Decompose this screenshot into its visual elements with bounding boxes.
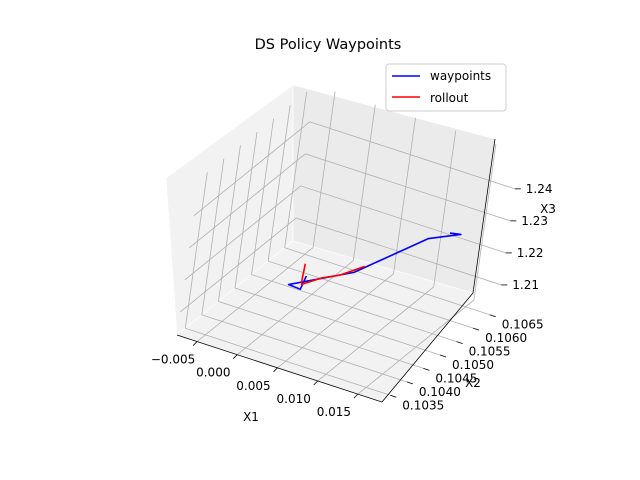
tick-x1 [192, 341, 198, 346]
y-axis-line [381, 292, 474, 403]
grid-line-x3 [189, 153, 511, 249]
grid-line-x2 [201, 158, 407, 383]
tick-label-x1: 0.015 [317, 405, 351, 419]
grid-line-x2 [251, 118, 457, 342]
tick-label-x2: 0.1040 [419, 385, 461, 399]
series-line-rollout [300, 263, 366, 286]
grid-line-x1 [196, 91, 336, 342]
grid-line-x2 [217, 145, 424, 369]
pane-faces [165, 84, 496, 403]
legend: waypoints rollout [385, 63, 507, 112]
tick-x1 [233, 354, 238, 359]
tick-x2 [439, 354, 447, 358]
legend-label-rollout: rollout [430, 91, 469, 105]
grid-lines [180, 91, 515, 396]
tick-label-x3: 1.23 [521, 214, 548, 228]
tick-label-x3: 1.24 [526, 182, 553, 196]
grid-line-x2 [267, 105, 474, 329]
grid-line-x3 [180, 217, 502, 313]
tick-label-x1: 0.000 [196, 366, 230, 380]
grid-line-x3 [193, 121, 515, 217]
grid-line-x1 [237, 104, 376, 356]
tick-x2 [456, 341, 463, 344]
grid-line-x2 [184, 172, 391, 396]
tick-label-x2: 0.1035 [402, 398, 444, 412]
tick-label-x2: 0.1050 [452, 358, 494, 372]
x-axis-line [176, 334, 383, 403]
grid-line-x1 [317, 130, 457, 382]
tick-x2 [423, 368, 430, 371]
axis-lines [176, 138, 496, 403]
y-axis-label: X2 [465, 376, 481, 390]
tick-x2 [473, 327, 480, 331]
tick-marks [192, 188, 521, 399]
tick-x2 [489, 314, 496, 318]
grid-line-x1 [357, 144, 497, 395]
grid-line-x2 [284, 91, 490, 316]
grid-line-x2 [234, 131, 441, 356]
tick-label-x3: 1.21 [512, 278, 539, 292]
tick-label-x2: 0.1065 [502, 318, 544, 332]
chart-title: DS Policy Waypoints [255, 37, 402, 53]
tick-x1 [313, 380, 318, 386]
tick-label-x1: −0.005 [151, 353, 195, 367]
tick-x2 [390, 394, 397, 398]
grid-line-x1 [277, 117, 416, 369]
tick-x1 [353, 393, 359, 399]
tick-label-x3: 1.22 [517, 246, 544, 260]
grid-line-x3 [184, 185, 506, 281]
tick-label-x1: 0.005 [236, 379, 270, 393]
tick-x2 [406, 381, 413, 385]
series-layer [287, 232, 462, 290]
tick-label-x2: 0.1055 [469, 345, 511, 359]
tick-label-x1: 0.010 [277, 392, 311, 406]
tick-label-x2: 0.1060 [485, 331, 527, 345]
z-axis-label: X3 [540, 202, 556, 216]
series-line-waypoints [287, 232, 462, 290]
tick-x1 [273, 367, 278, 373]
tick-label-x2: 0.1045 [435, 371, 477, 385]
z-axis-line [472, 138, 496, 294]
legend-label-waypoints: waypoints [430, 69, 491, 83]
x-axis-label: X1 [243, 410, 259, 424]
